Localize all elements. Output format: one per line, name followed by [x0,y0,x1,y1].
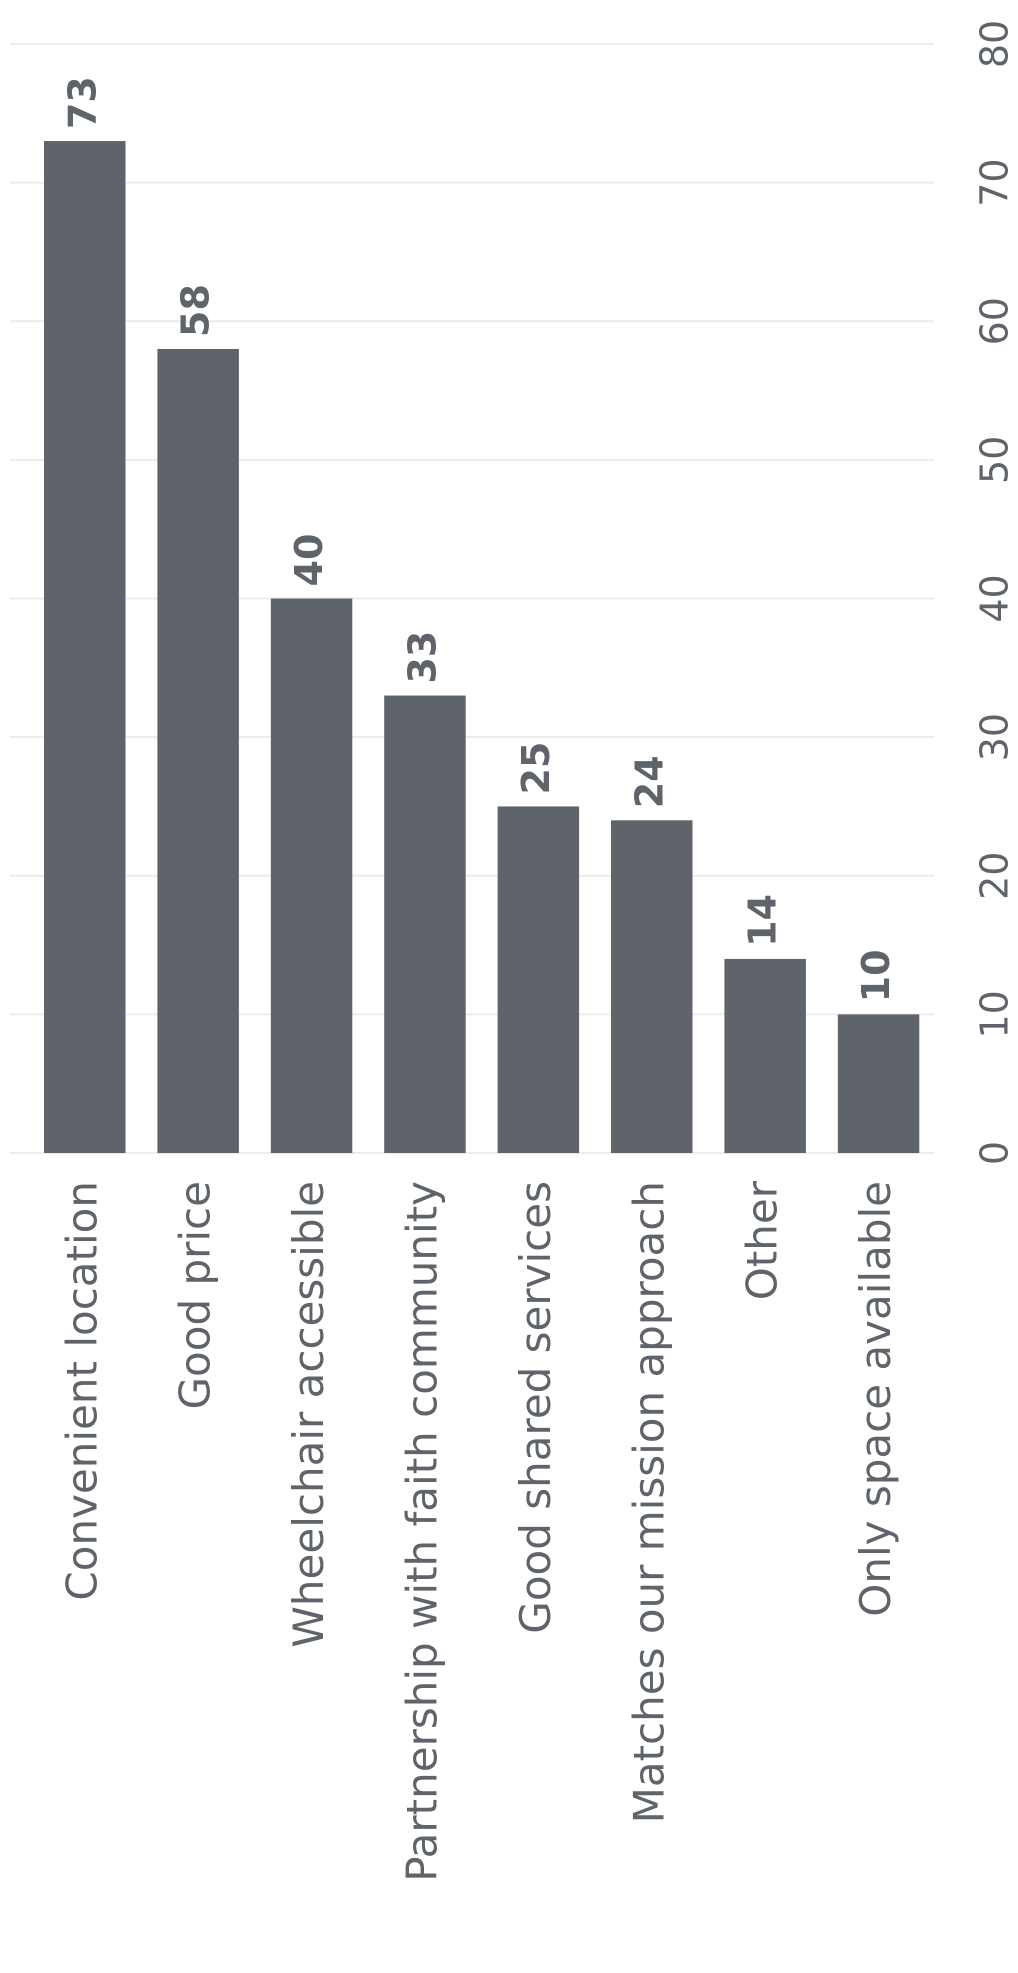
x-tick-label: Wheelchair accessible [284,1181,333,1648]
bar [384,695,466,1153]
y-tick-label: 0 [973,1141,1017,1165]
value-label: 73 [60,76,104,129]
value-label: 40 [287,534,331,587]
x-tick-label: Partnership with faith community [397,1181,446,1882]
bar [44,141,126,1154]
value-label: 24 [627,755,671,808]
bar [611,820,693,1153]
value-label: 58 [174,284,218,337]
x-tick-label: Good shared services [511,1181,560,1634]
bar [497,806,580,1153]
bar [157,348,239,1154]
x-tick-label: Convenient location [57,1181,106,1601]
value-label: 25 [514,742,558,795]
x-tick-label: Other [738,1180,787,1300]
value-label: 10 [854,949,898,1002]
x-tick-label: Only space available [851,1181,900,1617]
bar [724,958,806,1153]
value-label: 14 [741,894,785,947]
x-tick-label: Good price [171,1181,220,1409]
y-tick-label: 20 [973,852,1017,900]
value-label: 33 [400,631,444,684]
y-tick-label: 50 [973,436,1017,484]
bar [837,1014,920,1153]
y-tick-label: 60 [973,297,1017,345]
y-tick-label: 40 [973,574,1017,622]
x-tick-label: Matches our mission approach [624,1181,673,1823]
y-tick-label: 80 [973,20,1017,68]
bar [270,598,353,1153]
y-tick-label: 10 [973,990,1017,1038]
y-tick-label: 70 [973,158,1017,206]
y-tick-label: 30 [973,713,1017,761]
